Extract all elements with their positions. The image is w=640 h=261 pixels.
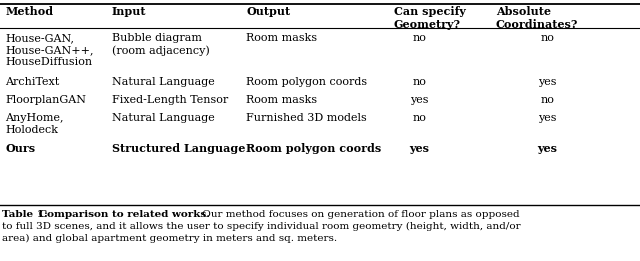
Text: Natural Language: Natural Language — [112, 77, 215, 87]
Text: yes: yes — [538, 77, 556, 87]
Text: Furnished 3D models: Furnished 3D models — [246, 113, 367, 123]
Text: AnyHome,
Holodeck: AnyHome, Holodeck — [5, 113, 63, 135]
Text: Our method focuses on generation of floor plans as opposed: Our method focuses on generation of floo… — [199, 210, 520, 219]
Text: no: no — [540, 33, 554, 43]
Text: Can specify
Geometry?: Can specify Geometry? — [394, 6, 465, 30]
Text: Ours: Ours — [5, 143, 35, 154]
Text: no: no — [412, 33, 426, 43]
Text: yes: yes — [410, 95, 428, 105]
Text: Absolute
Coordinates?: Absolute Coordinates? — [496, 6, 579, 30]
Text: Fixed-Length Tensor: Fixed-Length Tensor — [112, 95, 228, 105]
Text: yes: yes — [409, 143, 429, 154]
Text: yes: yes — [537, 143, 557, 154]
Text: no: no — [540, 95, 554, 105]
Text: Room masks: Room masks — [246, 33, 317, 43]
Text: FloorplanGAN: FloorplanGAN — [5, 95, 86, 105]
Text: Comparison to related works.: Comparison to related works. — [39, 210, 210, 219]
Text: Room masks: Room masks — [246, 95, 317, 105]
Text: Structured Language: Structured Language — [112, 143, 245, 154]
Text: to full 3D scenes, and it allows the user to specify individual room geometry (h: to full 3D scenes, and it allows the use… — [2, 222, 520, 231]
Text: ArchiText: ArchiText — [5, 77, 60, 87]
Text: no: no — [412, 113, 426, 123]
Text: Room polygon coords: Room polygon coords — [246, 77, 367, 87]
Text: Natural Language: Natural Language — [112, 113, 215, 123]
Text: Room polygon coords: Room polygon coords — [246, 143, 381, 154]
Text: Bubble diagram
(room adjacency): Bubble diagram (room adjacency) — [112, 33, 210, 56]
Text: yes: yes — [538, 113, 556, 123]
Text: House-GAN,
House-GAN++,
HouseDiffusion: House-GAN, House-GAN++, HouseDiffusion — [5, 33, 93, 67]
Text: Output: Output — [246, 6, 291, 17]
Text: Input: Input — [112, 6, 147, 17]
Text: Table 1:: Table 1: — [2, 210, 51, 219]
Text: Method: Method — [5, 6, 53, 17]
Text: area) and global apartment geometry in meters and sq. meters.: area) and global apartment geometry in m… — [2, 234, 337, 243]
Text: no: no — [412, 77, 426, 87]
